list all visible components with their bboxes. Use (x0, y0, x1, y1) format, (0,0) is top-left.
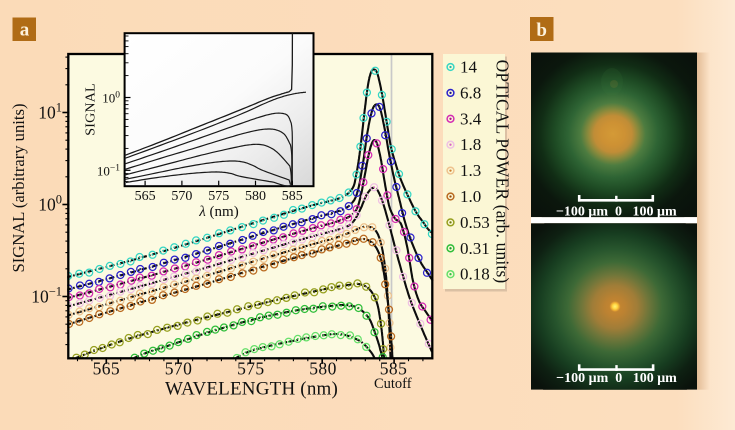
svg-text:565: 565 (135, 189, 156, 204)
svg-text:0.31: 0.31 (460, 239, 490, 258)
svg-text:14: 14 (460, 58, 478, 77)
svg-text:575: 575 (237, 359, 264, 379)
svg-text:b: b (536, 20, 547, 41)
svg-text:1.0: 1.0 (460, 187, 481, 206)
svg-text:0.53: 0.53 (460, 213, 490, 232)
svg-text:λ (nm): λ (nm) (198, 204, 238, 220)
svg-text:570: 570 (165, 359, 192, 379)
svg-text:6.8: 6.8 (460, 83, 481, 102)
svg-text:Cutoff: Cutoff (374, 376, 412, 392)
svg-text:3.4: 3.4 (460, 109, 482, 128)
svg-text:SIGNAL (arbitrary units): SIGNAL (arbitrary units) (9, 104, 28, 273)
svg-text:−100 μm 0 100 μm: −100 μm 0 100 μm (556, 371, 677, 386)
svg-text:1.3: 1.3 (460, 161, 481, 180)
svg-text:580: 580 (309, 359, 336, 379)
svg-text:OPTICAL POWER (arb. units): OPTICAL POWER (arb. units) (493, 60, 513, 284)
svg-text:565: 565 (93, 359, 120, 379)
svg-text:575: 575 (208, 189, 229, 204)
svg-text:580: 580 (245, 189, 266, 204)
svg-text:570: 570 (171, 189, 192, 204)
svg-text:SIGNAL: SIGNAL (84, 83, 99, 136)
svg-text:585: 585 (282, 189, 303, 204)
svg-text:WAVELENGTH (nm): WAVELENGTH (nm) (165, 379, 338, 400)
svg-text:−100 μm 0 100 μm: −100 μm 0 100 μm (556, 204, 677, 219)
svg-text:0.18: 0.18 (460, 265, 490, 284)
svg-text:1.8: 1.8 (460, 135, 481, 154)
svg-text:a: a (20, 20, 30, 41)
svg-text:585: 585 (380, 359, 407, 379)
